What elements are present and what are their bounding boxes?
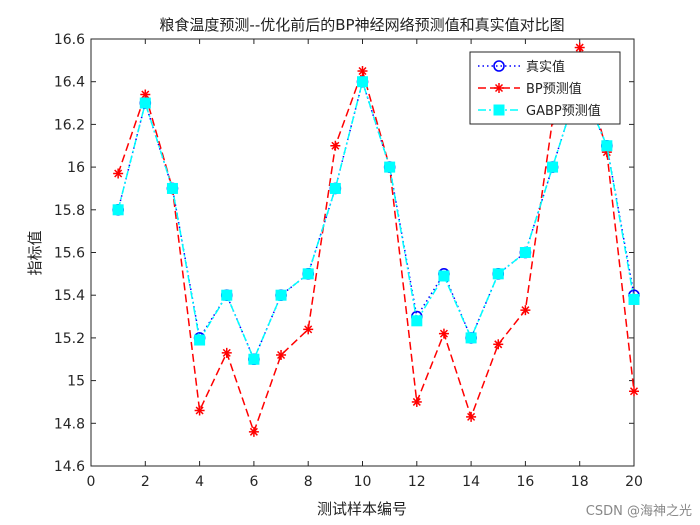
- x-tick-label: 16: [516, 474, 534, 490]
- y-tick-label: 15.2: [54, 331, 85, 347]
- data-point: [438, 270, 450, 282]
- data-point: [357, 76, 368, 88]
- x-axis-label: 测试样本编号: [317, 500, 407, 518]
- y-tick-label: 14.8: [54, 416, 85, 432]
- x-tick-label: 0: [87, 474, 96, 490]
- data-point: [465, 332, 477, 344]
- y-tick-label: 16.2: [54, 117, 85, 133]
- y-tick-label: 15.4: [54, 288, 85, 304]
- x-tick-label: 4: [195, 474, 204, 490]
- series-line: [117, 45, 635, 435]
- y-tick-label: 14.6: [54, 459, 85, 475]
- data-point: [329, 182, 341, 194]
- data-point: [221, 347, 232, 358]
- y-tick-label: 16.6: [54, 32, 85, 48]
- x-tick-label: 18: [571, 474, 589, 490]
- data-point: [629, 386, 639, 397]
- data-point: [194, 405, 205, 416]
- data-point: [601, 140, 613, 152]
- data-point: [520, 305, 531, 316]
- y-axis-label: 指标值: [26, 230, 44, 275]
- watermark: CSDN @海神之光: [585, 504, 692, 519]
- legend: 真实值 BP预测值 GABP预测值: [469, 51, 621, 125]
- legend-marker: [493, 104, 505, 116]
- data-point: [519, 247, 531, 258]
- data-point: [276, 349, 287, 360]
- series-line: [117, 78, 635, 362]
- data-point: [330, 140, 341, 151]
- legend-marker: [493, 60, 505, 72]
- data-point: [438, 328, 449, 339]
- chart-title: 粮食温度预测--优化前后的BP神经网络预测值和真实值对比图: [159, 16, 564, 34]
- legend-label: GABP预测值: [526, 103, 601, 119]
- data-point: [112, 204, 124, 216]
- data-point: [248, 426, 259, 437]
- data-point: [574, 42, 585, 53]
- y-tick-label: 16.4: [54, 75, 85, 91]
- y-tick-label: 15.6: [54, 246, 85, 262]
- y-tick-label: 15.8: [54, 203, 85, 219]
- data-point: [248, 353, 260, 365]
- y-tick-label: 16: [67, 160, 85, 176]
- legend-marker: [494, 83, 504, 93]
- x-tick-label: 6: [249, 474, 258, 490]
- data-point: [302, 268, 314, 280]
- x-tick-label: 12: [408, 474, 426, 490]
- data-point: [493, 339, 504, 350]
- data-point: [411, 396, 422, 407]
- x-tick-label: 2: [141, 474, 150, 490]
- data-point: [221, 289, 233, 301]
- x-tick-label: 14: [462, 474, 480, 490]
- data-point: [303, 324, 314, 335]
- data-point: [113, 168, 124, 179]
- series-line: [117, 78, 635, 362]
- data-point: [384, 161, 396, 173]
- data-point: [547, 161, 559, 173]
- series-3: [112, 76, 640, 365]
- data-point: [139, 97, 151, 109]
- x-tick-label: 10: [354, 474, 372, 490]
- y-tick-label: 15: [67, 374, 85, 390]
- data-point: [194, 334, 206, 346]
- data-point: [628, 293, 640, 305]
- legend-label: 真实值: [526, 59, 565, 75]
- x-tick-label: 8: [304, 474, 313, 490]
- data-point: [411, 315, 423, 327]
- data-point: [466, 411, 477, 422]
- data-point: [492, 268, 504, 280]
- legend-label: BP预测值: [526, 81, 582, 97]
- data-point: [357, 66, 368, 77]
- data-point: [166, 182, 178, 194]
- data-point: [275, 289, 287, 301]
- x-tick-label: 20: [625, 474, 643, 490]
